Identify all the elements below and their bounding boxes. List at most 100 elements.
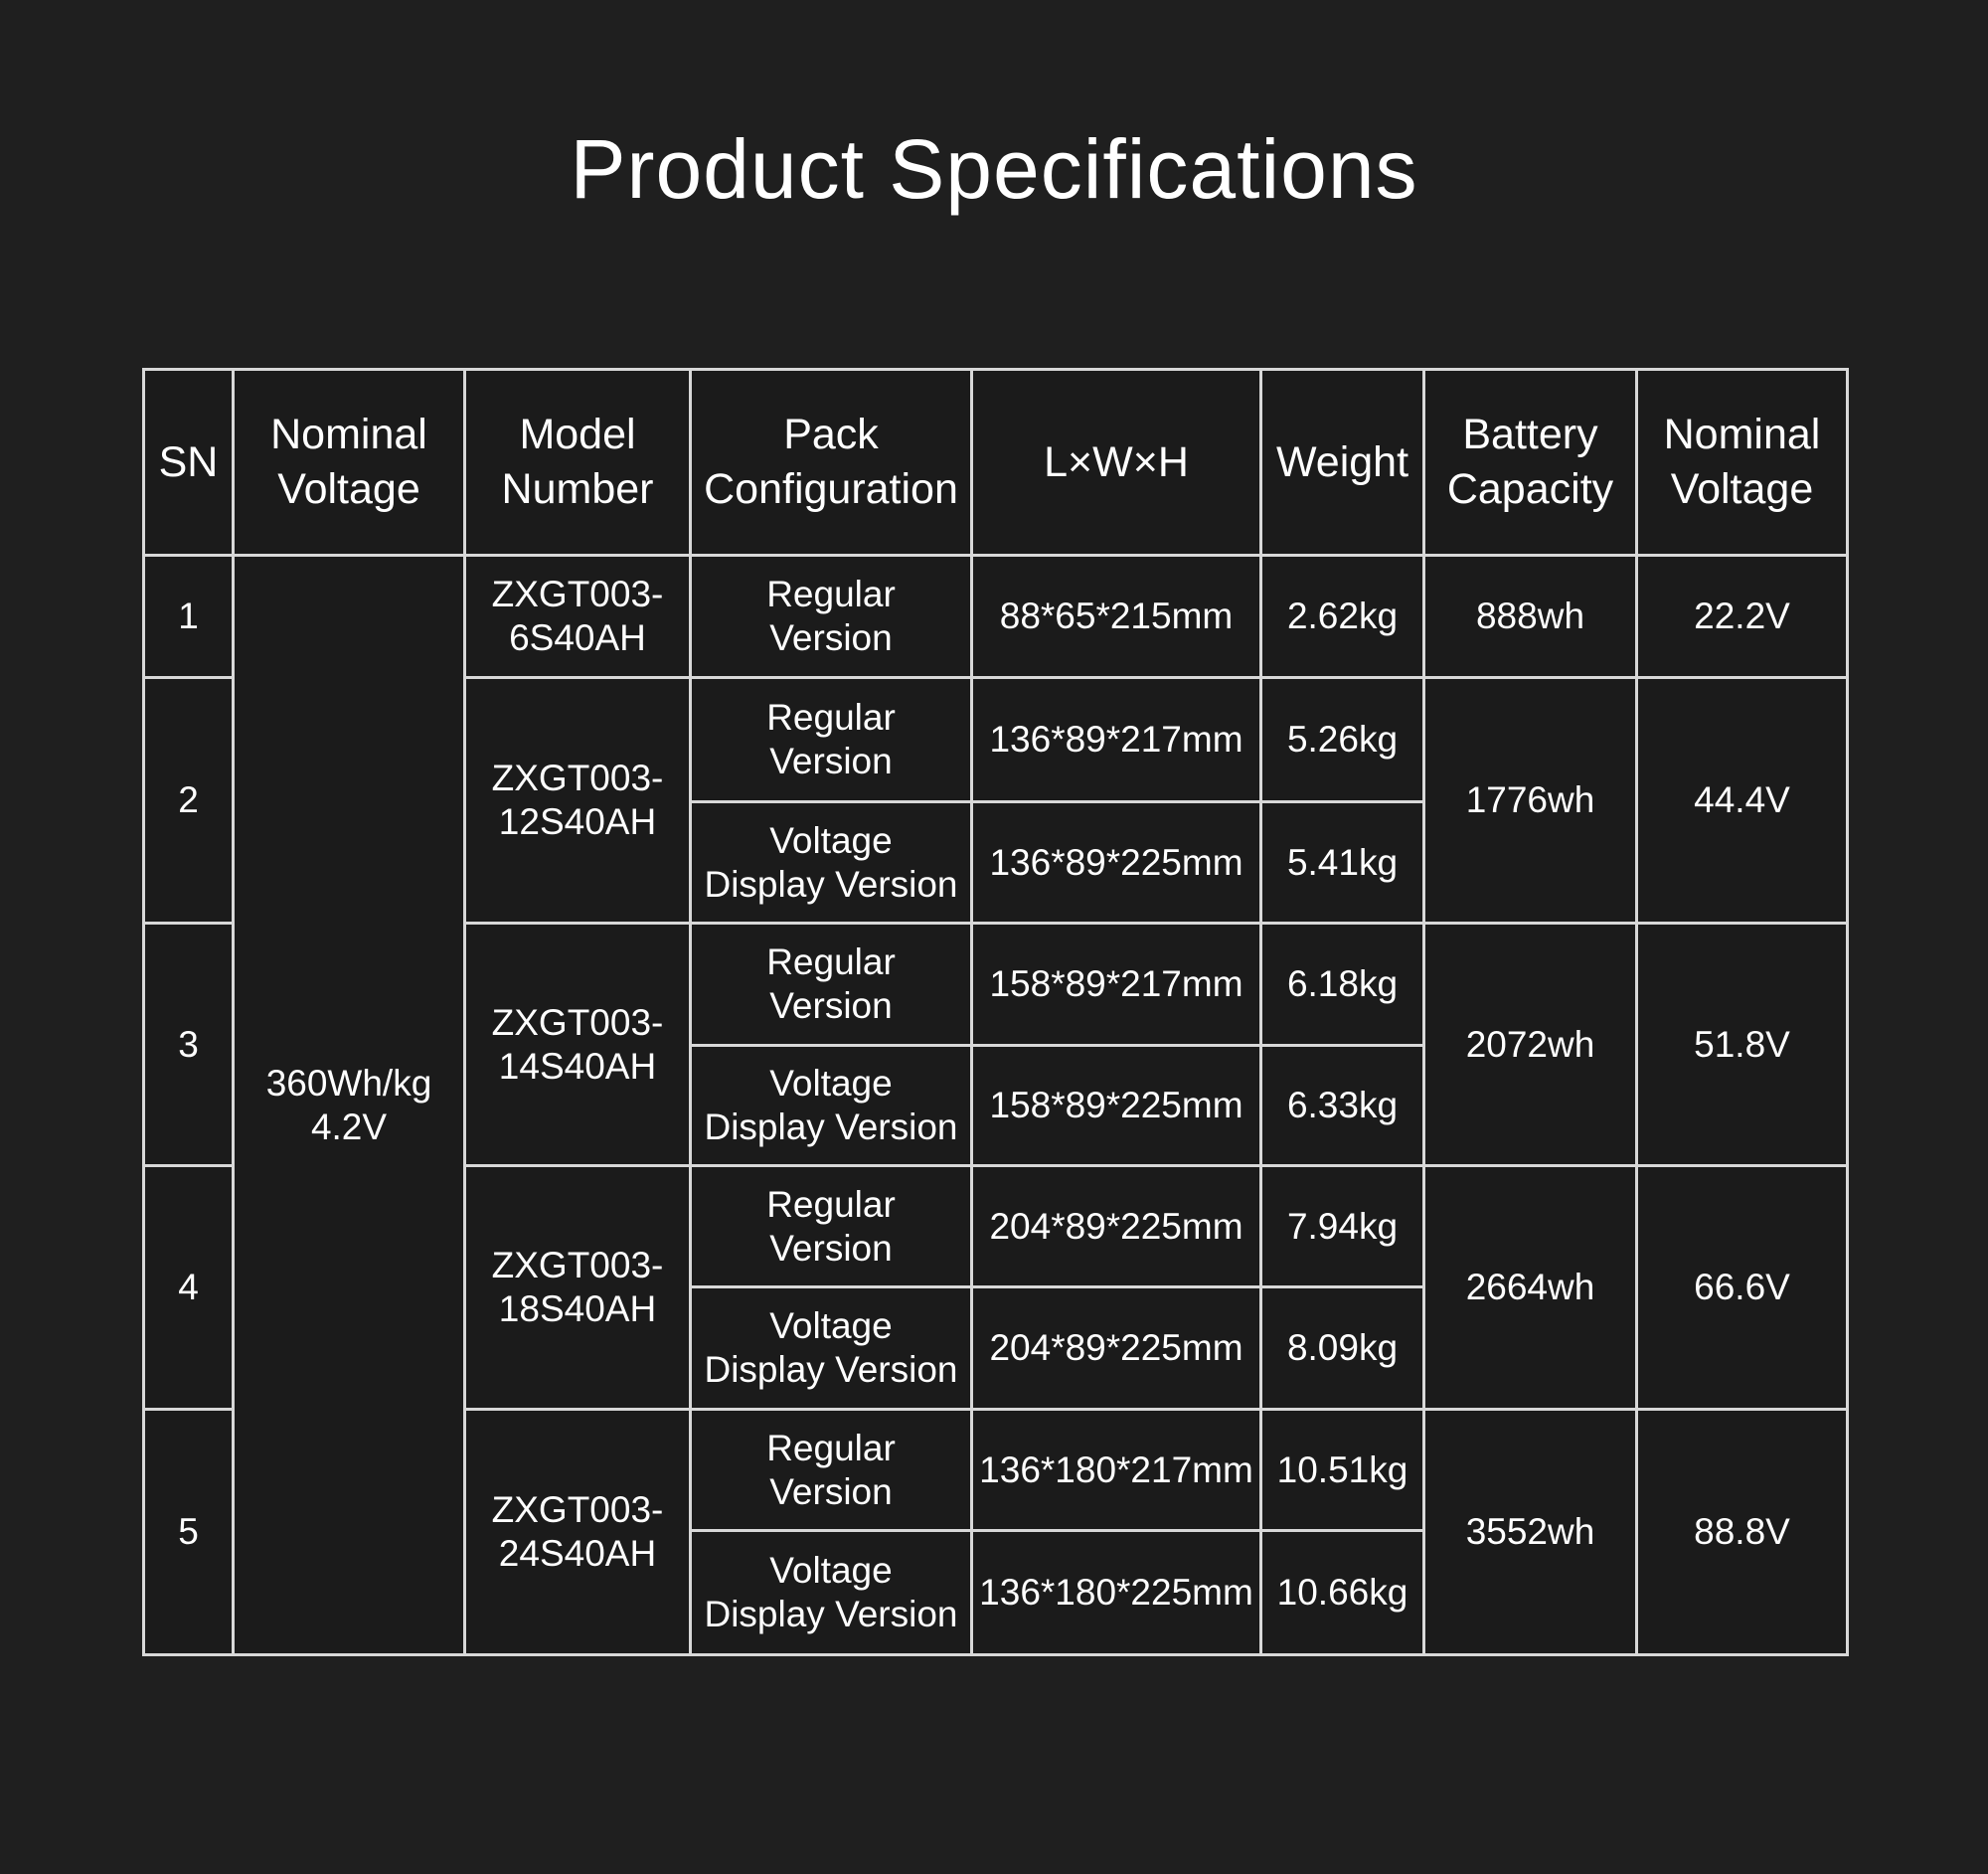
sn-cell: 4 [142,1164,235,1411]
dimensions-cell: 136*89*225mm [970,800,1262,925]
header-text: Voltage [1670,465,1814,513]
header-text: Nominal [270,411,427,458]
table-row: Voltage Display Version 136*180*225mm 10.66… [144,1529,1848,1656]
dimensions-cell: 158*89*225mm [970,1044,1262,1167]
model-cell: ZXGT003- 6S40AH [463,554,692,679]
model-text: ZXGT003- [491,758,664,798]
model-text: ZXGT003- [491,574,664,614]
config-text: Version [769,741,893,781]
table-row: 3 ZXGT003- 14S40AH Regular Version 158*89*217… [142,922,1849,1167]
capacity-cell: 888wh [1422,554,1638,679]
header-text: Model [519,411,636,458]
table-row: 5 ZXGT003- 24S40AH Regular Version 136*180*21… [142,1408,1849,1656]
dimensions-cell: 158*89*217mm [970,922,1262,1047]
model-cell: ZXGT003- 24S40AH [463,1408,692,1656]
weight-cell: 6.33kg [1259,1044,1425,1167]
sn-cell: 1 [142,554,235,679]
model-text: ZXGT003- [491,1489,664,1530]
capacity-cell: 1776wh [1422,676,1638,925]
config-cell: Regular Version [689,922,973,1047]
page-title: Product Specifications [570,122,1418,216]
header-text: Pack [783,411,879,458]
dimensions-cell: 204*89*225mm [970,1285,1262,1411]
config-cell: Regular Version [689,554,973,679]
header-battery-capacity: Battery Capacity [1422,368,1638,557]
config-text: Voltage [769,819,893,861]
model-cell: ZXGT003- 18S40AH [463,1164,692,1411]
config-text: Display Version [704,863,958,905]
weight-cell: 2.62kg [1259,554,1425,679]
weight-cell: 10.51kg [1259,1408,1425,1532]
header-row: SN Nominal Voltage Model Number Pack Config… [142,368,1849,557]
header-text: Battery [1462,411,1598,458]
dimensions-cell: 136*180*217mm [970,1408,1262,1532]
sn-cell: 5 [142,1408,235,1656]
config-text: Display Version [704,1594,958,1634]
config-cell: Voltage Display Version [689,1529,973,1656]
dimensions-cell: 136*89*217mm [970,676,1262,803]
model-text: 18S40AH [498,1288,657,1329]
header-text: Nominal [1663,411,1821,458]
config-text: Regular [766,941,896,982]
capacity-cell: 3552wh [1422,1408,1638,1656]
config-text: Display Version [704,1349,958,1390]
config-cell: Regular Version [689,1408,973,1532]
config-text: Regular [766,574,896,614]
header-nominal-voltage: Nominal Voltage [232,368,466,557]
model-text: ZXGT003- [491,1245,664,1285]
model-text: 14S40AH [498,1045,657,1087]
config-text: Display Version [704,1107,958,1147]
config-text: Regular [766,1183,896,1225]
voltage-cell: 88.8V [1635,1408,1849,1656]
voltage-cell: 22.2V [1635,554,1849,679]
header-text: Weight [1275,437,1409,486]
weight-cell: 7.94kg [1259,1164,1425,1288]
config-text: Version [769,1470,893,1512]
config-text: Version [769,1227,893,1269]
header-sn-text: SN [158,437,219,486]
capacity-cell: 2072wh [1422,922,1638,1167]
weight-cell: 6.18kg [1259,922,1425,1047]
dimensions-cell: 88*65*215mm [970,554,1262,679]
header-pack-configuration: Pack Configuration [689,368,973,557]
shared-voltage-cell: 360Wh/kg 4.2V [232,554,466,1656]
spec-table: SN Nominal Voltage Model Number Pack Config… [142,368,1849,1656]
config-text: Regular [766,697,896,738]
model-text: ZXGT003- [491,1001,664,1043]
config-cell: Voltage Display Version [689,1044,973,1167]
voltage-cell: 51.8V [1635,922,1849,1167]
header-text: Voltage [277,465,420,513]
shared-voltage-text: 4.2V [310,1106,388,1147]
config-cell: Voltage Display Version [689,1285,973,1411]
table-row: Voltage Display Version 204*89*225mm 8.09kg [144,1285,1848,1411]
config-text: Version [769,617,893,658]
table-row: Voltage Display Version 158*89*225mm 6.33kg [144,1044,1848,1167]
config-text: Version [769,985,893,1026]
dimensions-cell: 136*180*225mm [970,1529,1262,1656]
table-row: 2 ZXGT003- 12S40AH Regular Version 136*89*217… [142,676,1849,925]
config-cell: Voltage Display Version [689,800,973,925]
header-nominal-voltage-2: Nominal Voltage [1635,368,1849,557]
header-model-number: Model Number [463,368,692,557]
weight-cell: 5.26kg [1259,676,1425,803]
voltage-cell: 66.6V [1635,1164,1849,1411]
weight-cell: 5.41kg [1259,800,1425,925]
model-text: 6S40AH [509,617,646,658]
table-row: 4 ZXGT003- 18S40AH Regular Version 204*89*225… [142,1164,1849,1411]
config-text: Voltage [769,1550,893,1591]
voltage-cell: 44.4V [1635,676,1849,925]
config-text: Regular [766,1427,896,1468]
header-weight: Weight [1259,368,1425,557]
model-text: 24S40AH [498,1533,657,1574]
header-text: L×W×H [1044,437,1189,486]
header-dimensions: L×W×H [970,368,1262,557]
header-text: Capacity [1446,465,1614,513]
header-text: Configuration [704,465,958,513]
table-row: 1 360Wh/kg 4.2V ZXGT003- 6S40AH Regular Versio… [142,554,1849,1656]
shared-voltage-text: 360Wh/kg [265,1062,432,1104]
config-cell: Regular Version [689,676,973,803]
dimensions-cell: 204*89*225mm [970,1164,1262,1288]
weight-cell: 10.66kg [1259,1529,1425,1656]
table-row: Voltage Display Version 136*89*225mm 5.41kg [144,800,1848,925]
config-text: Voltage [769,1063,893,1104]
